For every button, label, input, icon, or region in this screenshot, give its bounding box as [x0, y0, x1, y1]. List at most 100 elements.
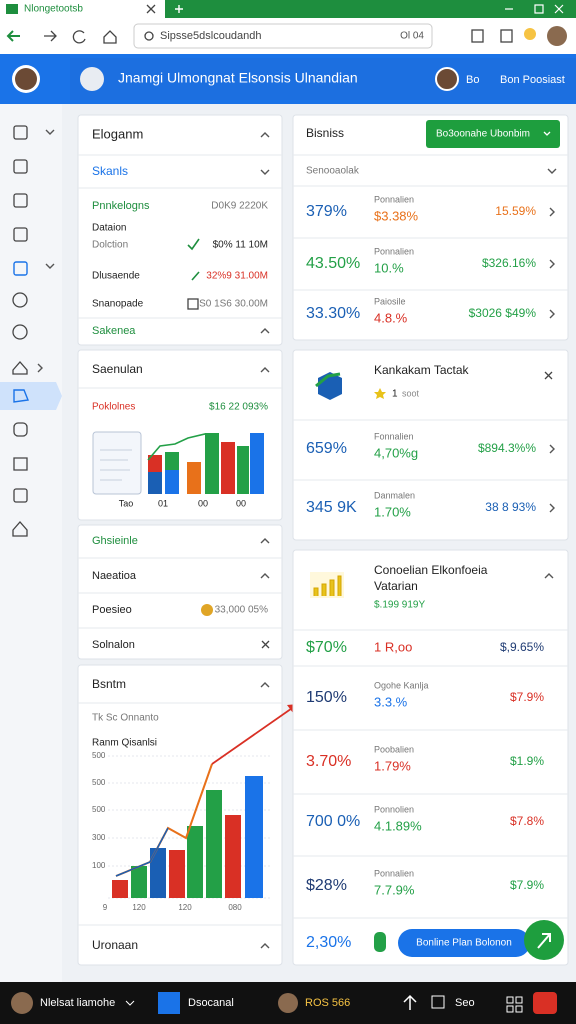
url-bar[interactable] — [133, 23, 433, 49]
url: Sipsse5dslcoudandh — [160, 30, 262, 42]
bar — [131, 866, 147, 898]
close-icon[interactable] — [261, 640, 270, 649]
list-value: 33,000 05% — [215, 605, 268, 616]
row-chevron[interactable] — [549, 444, 555, 454]
chevron — [37, 363, 43, 373]
bar — [237, 446, 249, 494]
row-change: $326.16% — [482, 256, 536, 270]
row-value: 4.8.% — [374, 310, 408, 325]
chevron[interactable] — [260, 943, 270, 949]
new-tab[interactable] — [175, 5, 183, 13]
group-label: Pnnkelogns — [92, 200, 150, 212]
toolbar-icon[interactable] — [500, 29, 513, 43]
chart-icon-bars — [313, 575, 342, 596]
row-label: Ponnalien — [374, 246, 414, 256]
nav-active[interactable] — [0, 382, 62, 410]
card-footer: Uronaan — [92, 938, 138, 952]
nav-item[interactable] — [13, 457, 28, 471]
nav-item[interactable] — [13, 488, 28, 503]
toolbar-icon[interactable] — [524, 28, 536, 40]
notification-icon[interactable] — [533, 992, 557, 1014]
forward-button[interactable] — [44, 30, 57, 42]
chevron[interactable] — [125, 1000, 135, 1006]
nav-item[interactable] — [12, 361, 28, 375]
star-icon — [374, 388, 386, 399]
app-icon[interactable] — [158, 992, 180, 1014]
row-chevron[interactable] — [549, 503, 555, 513]
row-percent: 345 9K — [306, 499, 357, 516]
nav-item[interactable] — [13, 227, 28, 242]
group-value: D0K9 2220K — [211, 201, 268, 212]
x-label: Tao — [119, 498, 134, 508]
chevron[interactable] — [544, 573, 554, 579]
check-icon — [187, 238, 200, 251]
profile-avatar[interactable] — [547, 26, 567, 46]
avatar[interactable] — [15, 68, 37, 90]
nav-item[interactable] — [13, 125, 28, 140]
close-icon[interactable] — [544, 371, 553, 380]
card — [292, 114, 569, 341]
nav-item[interactable] — [12, 324, 28, 340]
nav-item[interactable] — [13, 422, 28, 437]
taskbar-label: Seo — [455, 997, 475, 1009]
chevron[interactable] — [547, 168, 557, 174]
row-value: $3.38% — [374, 208, 419, 223]
row-percent: $28% — [306, 877, 347, 894]
row-percent: 2,30% — [306, 934, 351, 951]
x-label: 9 — [103, 903, 108, 912]
nav-item[interactable] — [13, 159, 28, 174]
row-percent: 3.70% — [306, 753, 351, 770]
row-value: 3.3.% — [374, 694, 408, 709]
row-chevron[interactable] — [549, 309, 555, 319]
row-change: $7.9% — [510, 690, 544, 704]
chevron[interactable] — [260, 573, 270, 579]
bar — [225, 815, 241, 898]
plan-button[interactable] — [398, 929, 530, 957]
taskbar-avatar[interactable] — [11, 992, 33, 1014]
row-percent: $70% — [306, 639, 347, 656]
bar — [245, 776, 263, 898]
action-button[interactable] — [426, 120, 560, 148]
chart — [108, 703, 299, 899]
row-chevron[interactable] — [549, 259, 555, 269]
line-series — [115, 827, 169, 877]
grid-icon[interactable] — [506, 996, 523, 1013]
row-value: 4.1.89% — [374, 818, 422, 833]
site-info[interactable] — [144, 31, 154, 41]
row-value: 1.70% — [374, 504, 411, 519]
chevron[interactable] — [260, 682, 270, 688]
x-label: 00 — [198, 498, 208, 508]
user-avatar[interactable] — [435, 67, 459, 91]
bar — [169, 850, 185, 898]
row-value: 7.7.9% — [374, 882, 415, 897]
chevron[interactable] — [260, 169, 270, 175]
back-button[interactable] — [6, 30, 20, 42]
chart-title: Ranm Qisanlsi — [92, 738, 157, 749]
tab[interactable] — [0, 0, 165, 18]
window-controls[interactable] — [505, 4, 564, 14]
nav-item[interactable] — [12, 292, 28, 308]
nav-item[interactable] — [13, 193, 28, 208]
list-item: Solnalon — [92, 639, 135, 651]
window-icon[interactable] — [431, 995, 445, 1009]
nav-item[interactable] — [12, 521, 28, 537]
item-sublabel: Dolction — [92, 240, 128, 251]
bar — [165, 470, 179, 494]
taskbar-user: Nlelsat liamohe — [40, 997, 115, 1009]
tab-close[interactable] — [146, 4, 156, 14]
toolbar-icon[interactable] — [471, 29, 484, 43]
row-chevron[interactable] — [549, 207, 555, 217]
upload-icon[interactable] — [403, 994, 417, 1010]
chevron[interactable] — [260, 367, 270, 373]
home-button[interactable] — [103, 30, 117, 44]
chevron — [543, 131, 551, 136]
chevron[interactable] — [260, 538, 270, 544]
nav-item[interactable] — [13, 261, 28, 276]
chevron[interactable] — [260, 132, 270, 138]
chevron[interactable] — [260, 328, 270, 334]
row-label: Fonnalien — [374, 431, 414, 441]
app-title: Jnamgi Ulmongnat Elsonsis Ulnandian — [118, 70, 358, 86]
taskbar-avatar[interactable] — [278, 993, 298, 1013]
reload-button[interactable] — [72, 30, 86, 44]
thumbnail-lines — [100, 449, 132, 481]
